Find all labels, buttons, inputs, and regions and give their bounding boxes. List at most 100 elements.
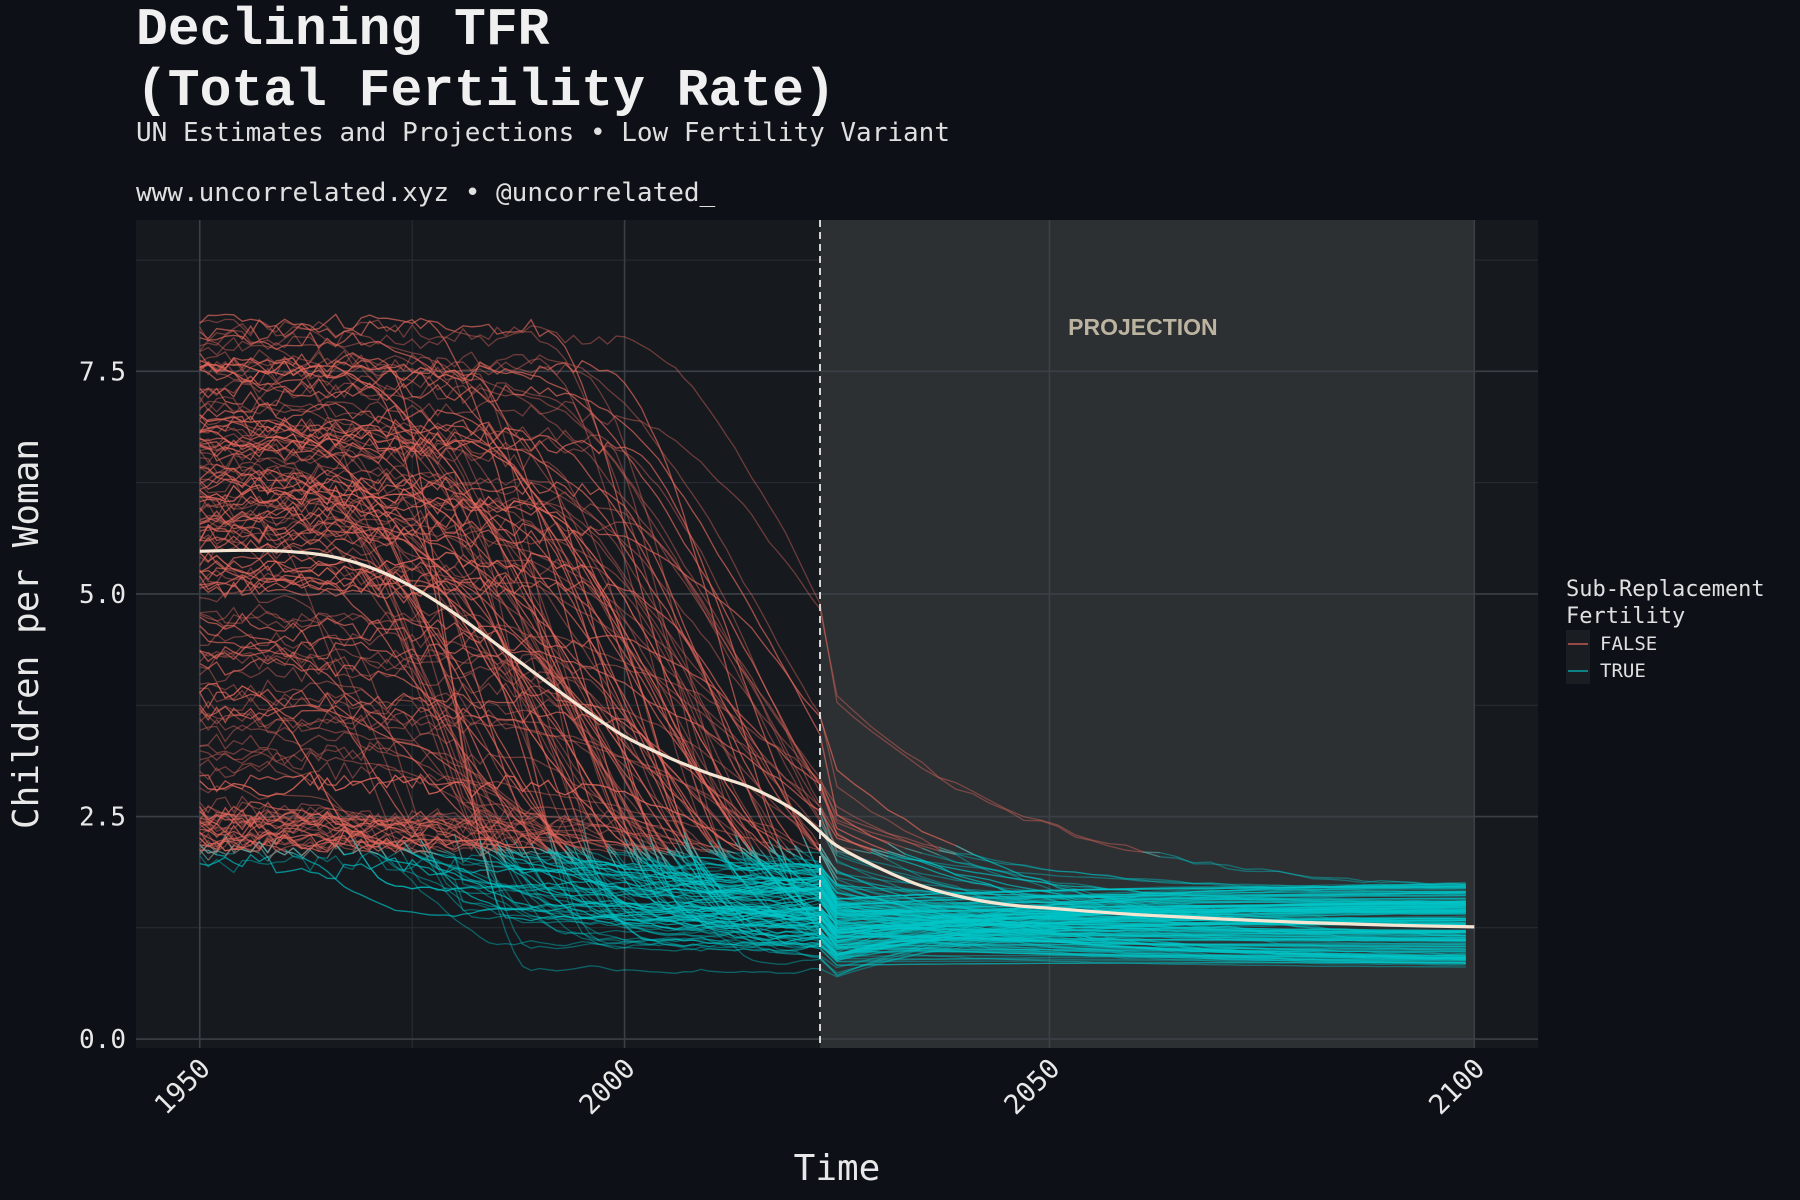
country-line-sub-replacement: [488, 848, 1466, 917]
country-line-sub-replacement: [564, 850, 1466, 966]
country-line-sub-replacement: [709, 849, 1466, 918]
country-line-above-replacement: [199, 507, 753, 860]
country-line-sub-replacement: [641, 851, 1466, 940]
legend: Sub-Replacement Fertility FALSE TRUE: [1566, 576, 1796, 684]
country-line-above-replacement: [301, 842, 345, 857]
country-line-above-replacement: [199, 603, 439, 868]
country-line-above-replacement: [199, 379, 651, 857]
country-line-sub-replacement: [666, 846, 1466, 956]
country-line-above-replacement: [199, 589, 430, 862]
country-line-sub-replacement: [709, 849, 1466, 937]
country-line-above-replacement: [199, 820, 379, 855]
country-line-sub-replacement: [505, 846, 1466, 941]
country-line-above-replacement: [199, 688, 795, 856]
country-line-sub-replacement: [683, 840, 1466, 922]
country-line-sub-replacement: [241, 841, 260, 853]
country-line-sub-replacement: [708, 841, 1466, 905]
country-line-sub-replacement: [335, 843, 362, 856]
country-line-sub-replacement: [547, 849, 1466, 951]
country-line-sub-replacement: [759, 849, 1466, 963]
country-line-sub-replacement: [836, 850, 1466, 914]
country-line-sub-replacement: [776, 839, 1466, 950]
country-line-sub-replacement: [649, 836, 1466, 944]
country-line-sub-replacement: [573, 846, 1466, 960]
country-line-sub-replacement: [479, 840, 1466, 939]
country-line-sub-replacement: [590, 851, 1466, 939]
country-line-above-replacement: [199, 804, 379, 855]
country-line-sub-replacement: [564, 849, 1466, 931]
country-line-sub-replacement: [768, 839, 1466, 951]
country-line-above-replacement: [199, 605, 600, 870]
country-line-above-replacement: [267, 829, 549, 854]
y-axis-label: Children per Woman: [6, 439, 47, 829]
country-line-sub-replacement: [607, 846, 1466, 948]
country-line-sub-replacement: [819, 851, 1466, 959]
country-line-sub-replacement: [513, 840, 1466, 961]
country-line-sub-replacement: [403, 848, 1466, 955]
country-line-above-replacement: [199, 446, 558, 866]
country-line-above-replacement: [199, 830, 515, 853]
country-line-sub-replacement: [793, 845, 1466, 912]
country-line-sub-replacement: [870, 851, 1466, 952]
country-line-above-replacement: [199, 507, 753, 860]
country-line-sub-replacement: [216, 847, 243, 855]
country-line-sub-replacement: [292, 847, 311, 857]
country-line-above-replacement: [199, 360, 694, 859]
country-line-sub-replacement: [352, 838, 1466, 931]
country-line-above-replacement: [199, 555, 838, 880]
country-line-above-replacement: [199, 849, 218, 856]
country-line-above-replacement: [216, 833, 235, 854]
country-line-above-replacement: [199, 705, 719, 854]
country-line-sub-replacement: [377, 843, 405, 860]
country-line-above-replacement: [199, 574, 838, 885]
country-line-sub-replacement: [751, 850, 1466, 934]
country-line-above-replacement: [199, 751, 557, 856]
country-line-sub-replacement: [658, 850, 1466, 976]
country-line-above-replacement: [394, 831, 617, 855]
country-line-sub-replacement: [207, 845, 235, 858]
country-line-above-replacement: [199, 422, 804, 860]
country-line-above-replacement: [199, 741, 557, 857]
country-line-above-replacement: [199, 464, 515, 862]
country-line-sub-replacement: [751, 850, 1466, 942]
country-line-sub-replacement: [403, 848, 1466, 955]
country-line-above-replacement: [199, 313, 617, 867]
country-line-above-replacement: [199, 474, 779, 857]
country-line-sub-replacement: [709, 850, 1466, 959]
country-line-above-replacement: [199, 581, 634, 857]
country-line-sub-replacement: [539, 848, 1466, 900]
country-line-above-replacement: [199, 849, 209, 861]
country-line-above-replacement: [199, 808, 736, 854]
country-line-above-replacement: [199, 360, 694, 859]
country-line-above-replacement: [199, 567, 762, 863]
country-line-sub-replacement: [649, 851, 1466, 919]
country-line-above-replacement: [199, 357, 787, 864]
country-line-sub-replacement: [751, 846, 1466, 957]
country-line-above-replacement: [199, 645, 643, 864]
country-line-above-replacement: [199, 396, 668, 863]
country-line-above-replacement: [199, 437, 498, 855]
country-line-sub-replacement: [819, 845, 1466, 906]
country-line-above-replacement: [199, 422, 804, 860]
country-line-sub-replacement: [683, 845, 1466, 936]
country-line-sub-replacement: [726, 849, 1466, 938]
country-line-above-replacement: [199, 744, 388, 858]
legend-title: Sub-Replacement Fertility: [1566, 577, 1765, 629]
country-line-sub-replacement: [683, 845, 1466, 936]
country-line-above-replacement: [199, 434, 813, 857]
country-line-sub-replacement: [496, 844, 532, 855]
country-line-sub-replacement: [522, 847, 1466, 931]
country-line-above-replacement: [479, 843, 523, 858]
country-line-above-replacement: [199, 502, 694, 854]
country-line-sub-replacement: [904, 847, 1466, 909]
country-line-above-replacement: [199, 355, 719, 856]
country-line-above-replacement: [199, 773, 719, 853]
country-line-sub-replacement: [683, 845, 1466, 936]
country-line-above-replacement: [199, 581, 634, 857]
country-line-sub-replacement: [547, 848, 1466, 914]
country-line-sub-replacement: [284, 848, 311, 860]
country-line-sub-replacement: [768, 849, 1466, 955]
y-tick-label: 7.5: [79, 357, 126, 387]
country-line-above-replacement: [199, 682, 362, 855]
country-line-above-replacement: [284, 847, 303, 857]
